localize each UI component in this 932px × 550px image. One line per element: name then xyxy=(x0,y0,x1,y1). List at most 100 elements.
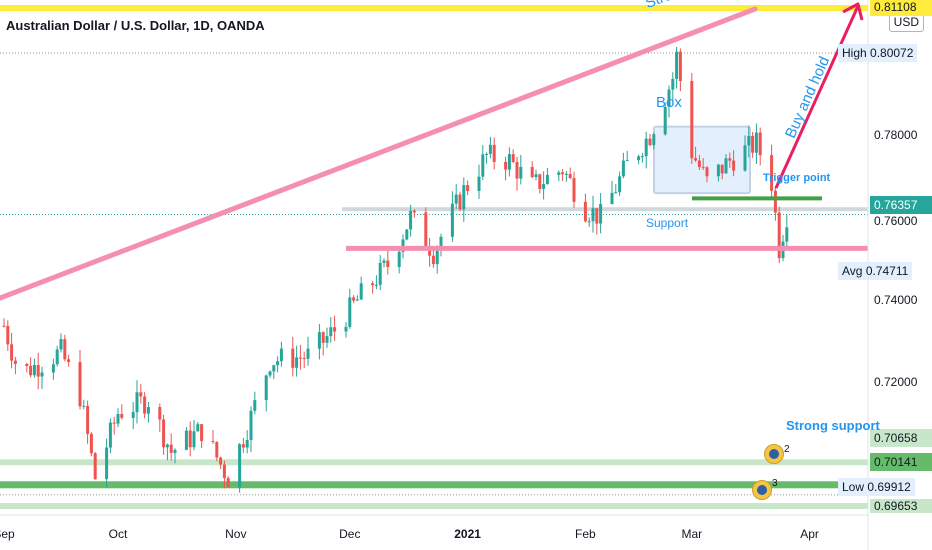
current-price-label: 0.76357 xyxy=(870,196,932,214)
candle-body xyxy=(67,359,71,363)
candle-body xyxy=(13,360,17,364)
price-tick-4: 0.72000 xyxy=(874,375,918,389)
candle-body xyxy=(139,392,143,397)
candle-body xyxy=(428,247,432,256)
candle-body xyxy=(295,357,299,368)
candle-body xyxy=(557,172,561,175)
buy-and-hold-arrowhead xyxy=(842,2,864,21)
candle-body xyxy=(51,364,55,373)
buy-and-hold-arrow xyxy=(774,5,860,189)
candle-body xyxy=(777,212,781,259)
candle-body xyxy=(519,166,523,179)
candle-body xyxy=(188,430,192,448)
candle-body xyxy=(614,192,618,194)
candle-body xyxy=(219,457,223,465)
candle-body xyxy=(583,201,587,222)
candle-body xyxy=(40,372,44,377)
candle-body xyxy=(724,158,728,174)
candle-body xyxy=(485,153,489,155)
horizontal-bands xyxy=(0,5,868,509)
candle-body xyxy=(412,210,416,213)
candle-body xyxy=(241,444,245,448)
candle-body xyxy=(298,357,302,359)
gray-level-line xyxy=(342,207,868,212)
candle-body xyxy=(648,138,652,146)
candle-body xyxy=(754,132,758,153)
candle-body xyxy=(751,135,755,153)
drawings xyxy=(0,2,868,301)
candle-body xyxy=(705,167,709,177)
candle-body xyxy=(169,444,173,453)
candle-body xyxy=(644,138,648,157)
strong-resistance-trendline xyxy=(0,6,758,301)
candle-body xyxy=(667,89,671,107)
candle-body xyxy=(610,192,614,205)
candle-body xyxy=(538,174,542,189)
candle-body xyxy=(32,365,36,376)
candle-body xyxy=(599,204,603,224)
candle-body xyxy=(492,144,496,162)
candle-body xyxy=(268,371,272,376)
candle-body xyxy=(595,208,599,224)
price-tick-3: 0.74000 xyxy=(874,293,918,307)
candle-body xyxy=(618,176,622,193)
candle-body xyxy=(143,396,147,414)
candle-body xyxy=(747,135,751,146)
candle-body xyxy=(120,413,124,418)
top-resistance-line xyxy=(0,5,868,11)
candle-body xyxy=(211,440,215,442)
candle-body xyxy=(572,178,576,202)
candle-body xyxy=(785,227,789,242)
candle-body xyxy=(325,336,329,343)
avg-label: Avg xyxy=(842,264,863,278)
support-label: Support xyxy=(646,216,689,230)
candle-body xyxy=(112,422,116,424)
event-flag-icon[interactable] xyxy=(764,444,784,464)
candle-body xyxy=(477,176,481,191)
candle-body xyxy=(25,363,29,366)
avg-value: 0.74711 xyxy=(865,264,909,278)
candle-body xyxy=(86,405,90,434)
candle-body xyxy=(2,325,6,327)
candle-body xyxy=(637,156,641,161)
candle-body xyxy=(279,348,283,362)
candle-body xyxy=(743,145,747,171)
candle-body xyxy=(728,158,732,161)
candle-body xyxy=(694,158,698,161)
candle-body xyxy=(108,422,112,448)
support-band-lower xyxy=(0,503,868,509)
candle-body xyxy=(200,424,204,441)
candle-body xyxy=(333,327,337,332)
support-band-upper xyxy=(0,459,868,466)
event-flag-icon[interactable] xyxy=(752,480,772,500)
candle-body xyxy=(344,326,348,332)
candle-body xyxy=(93,453,97,480)
candle-body xyxy=(238,444,242,488)
top-level-price: 0.81108 xyxy=(870,0,932,16)
candle-body xyxy=(215,441,219,458)
candle-body xyxy=(55,349,59,365)
candle-body xyxy=(382,260,386,263)
candle-body xyxy=(545,174,549,185)
candle-body xyxy=(511,154,515,162)
candle-body xyxy=(690,80,694,159)
candle-body xyxy=(135,392,139,413)
currency-badge[interactable]: USD xyxy=(888,12,924,32)
low-value: 0.69912 xyxy=(867,480,911,494)
low-tag: Low 0.69912 xyxy=(838,478,915,496)
candle-body xyxy=(173,449,177,453)
candle-body xyxy=(564,173,568,175)
candle-body xyxy=(481,154,485,177)
candle-body xyxy=(302,358,306,360)
candle-body xyxy=(640,156,644,158)
x-tick-label: Mar xyxy=(681,527,702,541)
candle-body xyxy=(10,344,14,361)
candle-body xyxy=(63,339,67,360)
candle-body xyxy=(359,283,363,300)
candle-body xyxy=(78,362,82,407)
candle-body xyxy=(701,167,705,169)
candle-body xyxy=(291,348,295,368)
candle-body xyxy=(131,412,135,418)
candle-body xyxy=(82,405,86,407)
